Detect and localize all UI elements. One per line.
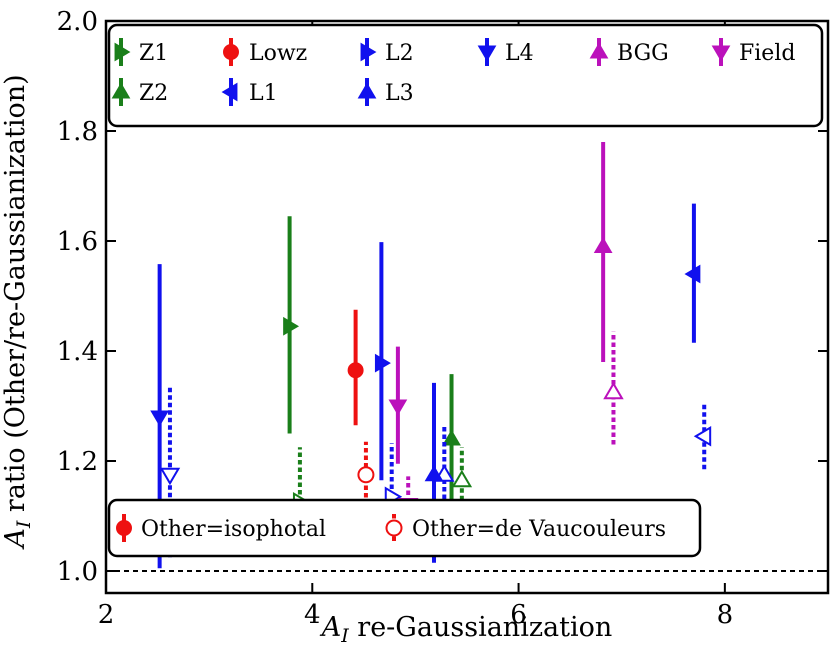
legend-label-lowz: Lowz — [249, 41, 307, 66]
legend-marker-l4 — [477, 45, 497, 62]
x-tick-label: 8 — [717, 600, 734, 630]
axes-frame — [104, 19, 830, 595]
legend-marker-iso — [116, 520, 132, 536]
legend-label-z1: Z1 — [139, 41, 168, 66]
point-z2-devauc — [451, 469, 473, 488]
point-l1-iso — [684, 264, 701, 284]
point-bgg-iso — [593, 237, 613, 253]
point-l4-devauc — [159, 467, 181, 486]
legend-top: Z1 Lowz L2 L4 BGG Field Z2 L1 L3 — [107, 23, 824, 128]
axes: 2 4 6 8 1.0 1.2 1.4 1.6 1.8 2.0 AI re-Gaussianizat… — [0, 7, 830, 647]
y-tick-label: 2.0 — [57, 7, 98, 37]
y-axis-title: AI ratio (Other/re-Gaussianization) — [0, 74, 35, 550]
legend-label-l1: L1 — [249, 81, 278, 106]
legend-label-l2: L2 — [385, 41, 414, 66]
legend-label-devauc: Other=de Vaucouleurs — [412, 517, 666, 542]
legend-label-l4: L4 — [505, 41, 534, 66]
legend-marker-devauc — [385, 519, 403, 537]
point-l3-iso — [424, 465, 444, 482]
y-tick-label: 1.0 — [57, 557, 98, 587]
legend-label-l3: L3 — [385, 81, 414, 106]
x-axis-title: AI re-Gaussianization — [319, 612, 613, 647]
point-l4-iso — [150, 410, 170, 427]
legend-marker-l1 — [221, 82, 238, 102]
legend-bottom: Other=isophotal Other=de Vaucouleurs — [107, 498, 702, 558]
point-z1-iso — [283, 316, 300, 336]
legend-top-frame — [107, 23, 824, 128]
legend-marker-z2 — [111, 82, 131, 99]
legend-label-bgg: BGG — [617, 41, 669, 66]
legend-marker-l3 — [357, 82, 377, 99]
point-field-iso — [388, 399, 408, 416]
point-lowz-iso — [347, 362, 364, 379]
legend-marker-z1 — [114, 42, 131, 62]
legend-marker-l2 — [360, 42, 377, 62]
x-tick-label: 2 — [98, 600, 115, 630]
legend-label-z2: Z2 — [139, 81, 168, 106]
y-tick-label: 1.6 — [57, 227, 98, 257]
legend-marker-field — [711, 45, 731, 62]
x-tick-label: 6 — [510, 600, 527, 630]
point-l2-iso — [374, 353, 391, 373]
point-lowz-devauc — [357, 466, 375, 484]
plot-area — [106, 142, 828, 572]
y-tick-label: 1.8 — [57, 117, 98, 147]
point-bgg-devauc — [603, 381, 624, 400]
legend-label-iso: Other=isophotal — [141, 517, 326, 542]
x-tick-label: 4 — [304, 600, 321, 630]
legend-marker-lowz — [223, 44, 239, 60]
y-tick-label: 1.2 — [57, 447, 98, 477]
point-z2-iso — [442, 429, 461, 446]
legend-marker-bgg — [589, 42, 609, 59]
y-tick-label: 1.4 — [57, 337, 98, 367]
legend-label-field: Field — [739, 41, 795, 66]
legend-bottom-frame — [107, 498, 702, 558]
point-l1-devauc — [693, 426, 712, 447]
